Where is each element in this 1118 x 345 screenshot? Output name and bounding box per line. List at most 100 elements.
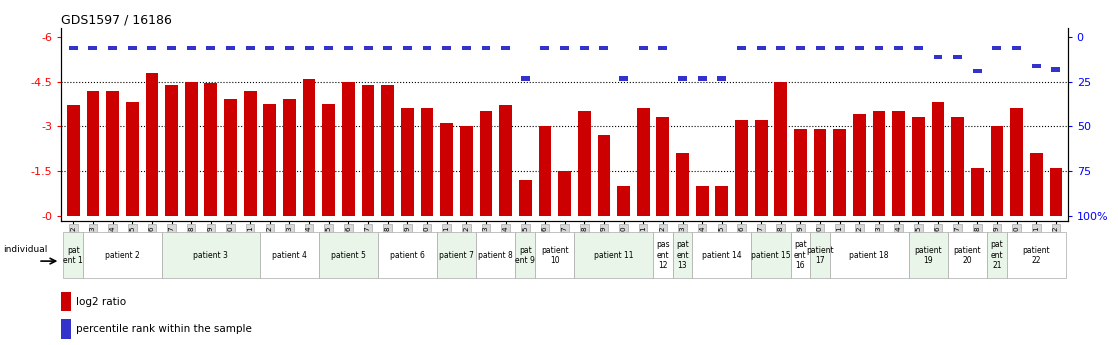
Text: patient
17: patient 17 (806, 246, 834, 265)
Bar (833, 129, 846, 216)
Bar (148, 46, 157, 50)
Bar (853, 115, 865, 216)
Bar (698, 76, 707, 81)
Bar (617, 186, 629, 216)
Bar (322, 104, 335, 216)
Text: patient 15: patient 15 (751, 251, 790, 260)
Bar (931, 102, 945, 216)
Bar (264, 104, 276, 216)
Bar (775, 81, 787, 216)
Bar (599, 46, 608, 50)
Bar (420, 108, 434, 216)
Bar (794, 129, 807, 216)
Bar (619, 76, 628, 81)
Bar (873, 111, 885, 216)
FancyBboxPatch shape (260, 232, 319, 278)
Text: pas
ent
12: pas ent 12 (656, 240, 670, 270)
Bar (86, 90, 100, 216)
Bar (695, 186, 709, 216)
Text: pat
ent
16: pat ent 16 (794, 240, 807, 270)
Bar (324, 46, 333, 50)
Bar (892, 111, 906, 216)
Bar (991, 127, 1003, 216)
Text: patient
22: patient 22 (1023, 246, 1050, 265)
Bar (440, 124, 453, 216)
Bar (1012, 46, 1021, 50)
Bar (167, 46, 176, 50)
Bar (597, 136, 610, 216)
Bar (459, 127, 473, 216)
FancyBboxPatch shape (162, 232, 260, 278)
Bar (1050, 168, 1062, 216)
Text: individual: individual (3, 245, 47, 254)
FancyBboxPatch shape (909, 232, 948, 278)
Bar (578, 111, 590, 216)
FancyBboxPatch shape (1007, 232, 1065, 278)
Bar (344, 46, 353, 50)
Text: patient 5: patient 5 (331, 251, 366, 260)
Bar (303, 79, 315, 216)
FancyBboxPatch shape (476, 232, 515, 278)
Bar (678, 76, 686, 81)
Bar (835, 46, 844, 50)
Bar (127, 46, 136, 50)
Bar (383, 46, 392, 50)
Bar (521, 76, 530, 81)
Bar (855, 46, 864, 50)
FancyBboxPatch shape (830, 232, 909, 278)
Bar (737, 46, 746, 50)
FancyBboxPatch shape (83, 232, 162, 278)
Text: patient
20: patient 20 (954, 246, 982, 265)
Bar (402, 46, 411, 50)
FancyBboxPatch shape (790, 232, 811, 278)
Bar (69, 46, 78, 50)
FancyBboxPatch shape (319, 232, 378, 278)
FancyBboxPatch shape (575, 232, 653, 278)
Bar (501, 46, 510, 50)
Bar (637, 108, 650, 216)
Text: percentile rank within the sample: percentile rank within the sample (76, 324, 252, 334)
Text: log2 ratio: log2 ratio (76, 297, 126, 307)
Bar (718, 76, 727, 81)
Bar (443, 46, 452, 50)
FancyBboxPatch shape (536, 232, 575, 278)
Bar (973, 69, 982, 73)
Bar (540, 46, 549, 50)
Bar (796, 46, 805, 50)
Bar (659, 46, 667, 50)
Text: patient 18: patient 18 (850, 251, 889, 260)
Bar (1030, 154, 1043, 216)
Text: pat
ent
13: pat ent 13 (676, 240, 689, 270)
Text: pat
ent 1: pat ent 1 (64, 246, 83, 265)
Bar (894, 46, 903, 50)
Bar (638, 46, 647, 50)
Bar (1011, 108, 1023, 216)
Bar (187, 46, 196, 50)
Text: patient
19: patient 19 (915, 246, 942, 265)
Bar (776, 46, 785, 50)
Bar (285, 46, 294, 50)
FancyBboxPatch shape (653, 232, 673, 278)
Text: patient 11: patient 11 (594, 251, 634, 260)
Bar (401, 108, 414, 216)
Bar (558, 171, 571, 216)
Bar (462, 46, 471, 50)
Bar (912, 117, 925, 216)
Bar (184, 81, 198, 216)
Text: patient 8: patient 8 (479, 251, 513, 260)
Bar (304, 46, 313, 50)
FancyBboxPatch shape (692, 232, 751, 278)
Bar (88, 46, 97, 50)
Bar (951, 117, 964, 216)
Bar (874, 46, 883, 50)
Bar (735, 120, 748, 216)
Text: patient 7: patient 7 (439, 251, 474, 260)
Bar (480, 111, 492, 216)
Bar (165, 85, 178, 216)
Bar (67, 106, 79, 216)
Text: patient 2: patient 2 (105, 251, 140, 260)
Bar (482, 46, 491, 50)
FancyBboxPatch shape (987, 232, 1007, 278)
Bar (224, 99, 237, 216)
FancyBboxPatch shape (64, 232, 83, 278)
